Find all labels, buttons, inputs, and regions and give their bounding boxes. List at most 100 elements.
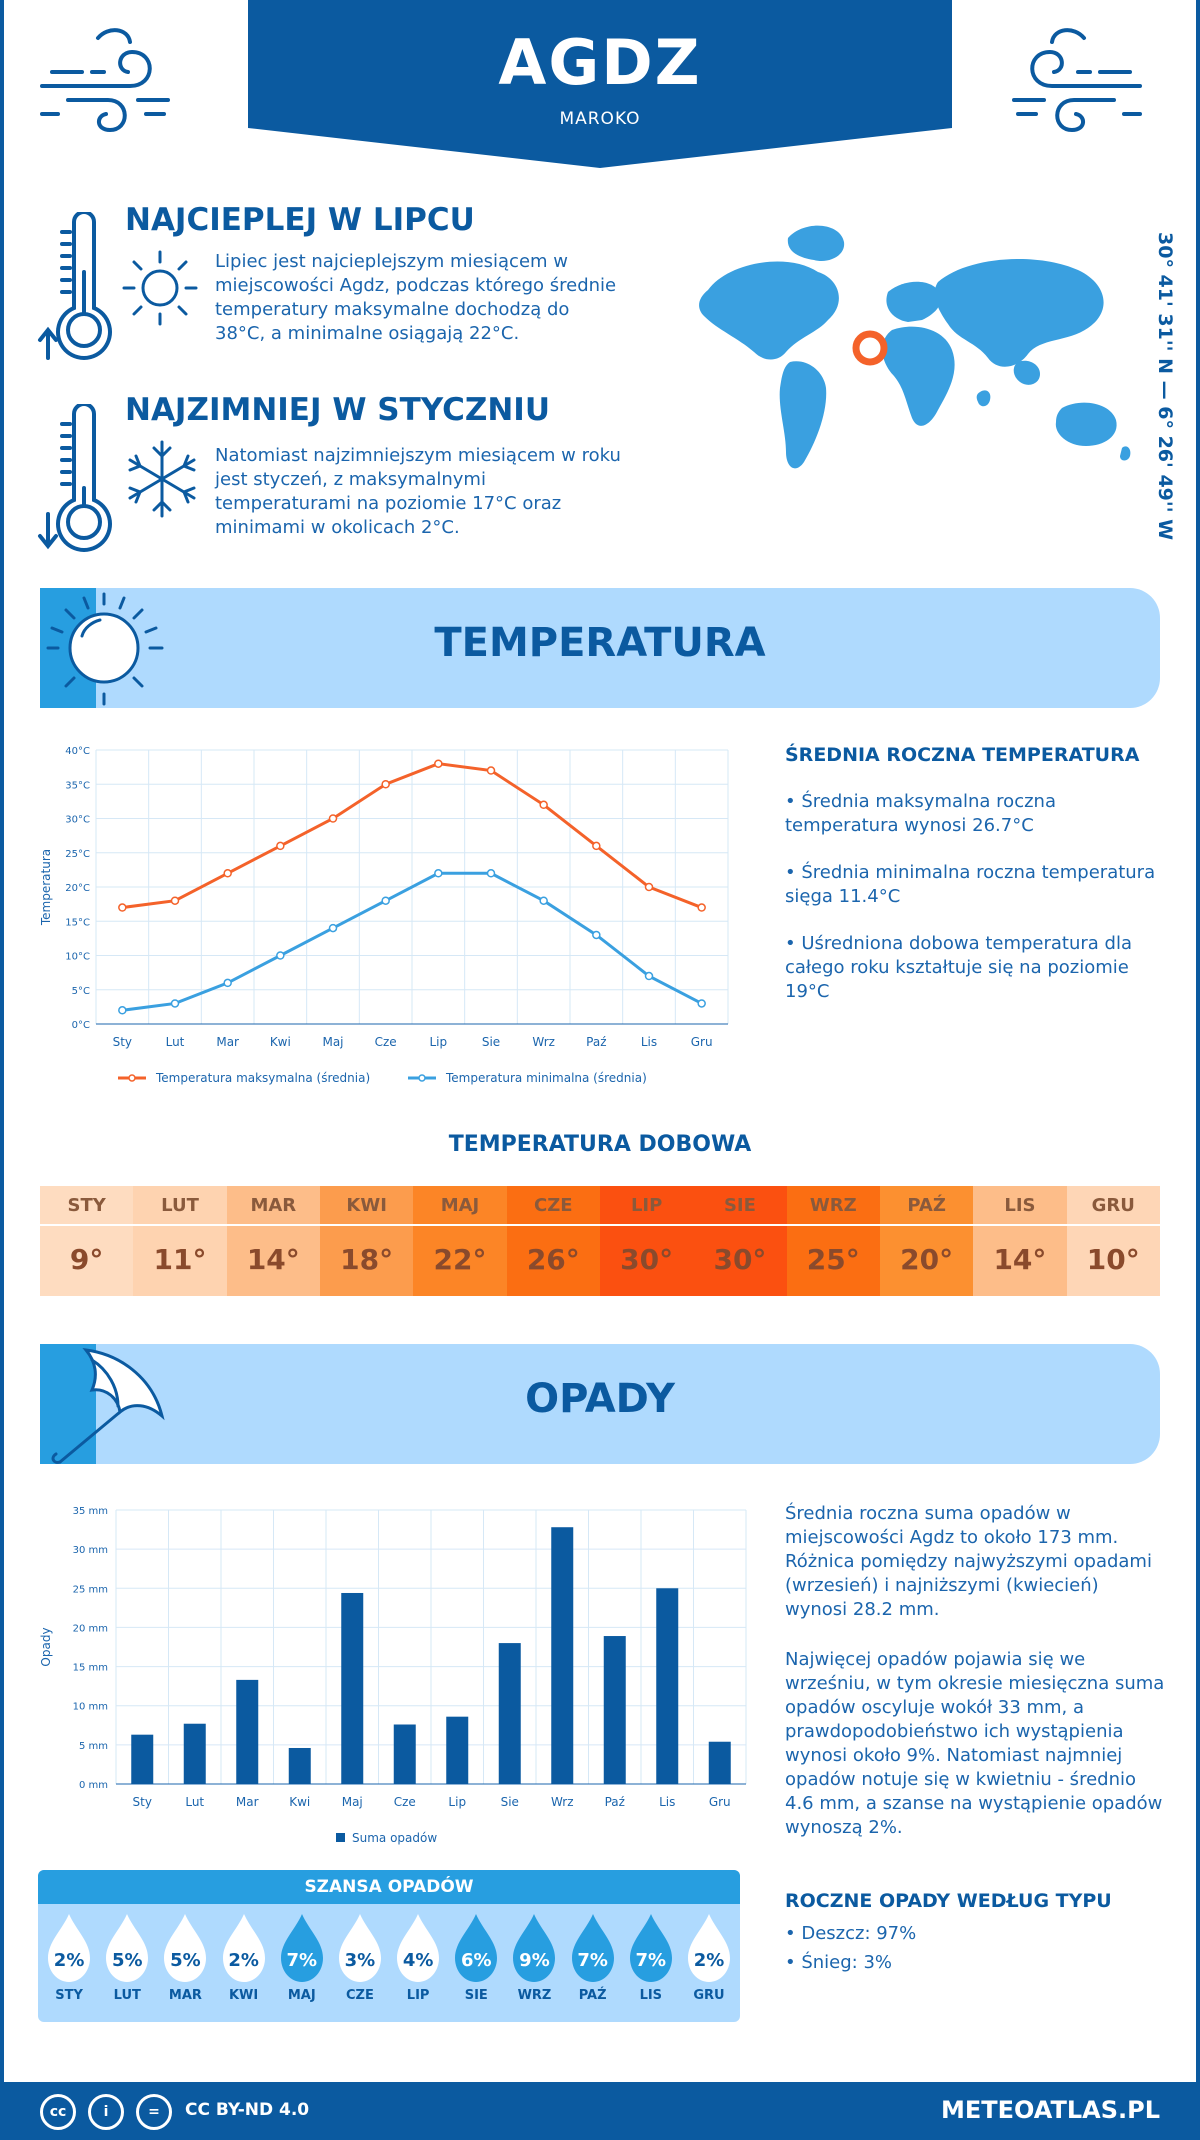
daily-temp-month: LIS <box>973 1186 1067 1226</box>
x-tick-label: Gru <box>691 1035 713 1049</box>
data-point <box>486 869 496 878</box>
raindrop-icon: 3% <box>331 1912 389 1986</box>
rain-chance-month: GRU <box>693 1988 725 2003</box>
y-tick-label: 25°C <box>65 849 90 860</box>
data-point <box>644 971 654 981</box>
raindrop-icon: 2% <box>40 1912 98 1986</box>
daily-temp-column: WRZ 25° <box>786 1186 880 1296</box>
legend-label: Temperatura maksymalna (średnia) <box>155 1071 370 1085</box>
x-tick-label: Wrz <box>551 1795 574 1809</box>
data-point <box>328 814 338 823</box>
y-tick-label: 20 mm <box>73 1623 108 1634</box>
rain-chance-percent: 3% <box>344 1950 376 1971</box>
x-tick-label: Wrz <box>532 1035 555 1049</box>
daily-temp-value: 25° <box>806 1243 860 1276</box>
sun-large-icon <box>46 592 164 706</box>
rain-chance-item: 7% PAŹ <box>564 1912 622 2003</box>
daily-temp-value: 26° <box>526 1243 580 1276</box>
rain-chance-item: 3% CZE <box>331 1912 389 2003</box>
bar <box>446 1716 469 1784</box>
x-tick-label: Lis <box>641 1035 657 1049</box>
daily-temp-month: SIE <box>693 1186 787 1226</box>
temperature-summary-title: ŚREDNIA ROCZNA TEMPERATURA <box>785 744 1140 766</box>
cc-icon: cc <box>40 2094 76 2130</box>
series-line-max <box>122 762 703 910</box>
data-point <box>276 951 285 960</box>
rain-chance-item: 2% KWI <box>215 1912 273 2003</box>
raindrop-icon: 7% <box>273 1912 331 1986</box>
data-point <box>697 903 706 912</box>
daily-temp-month: KWI <box>319 1186 414 1226</box>
thermometer-hot-icon <box>38 212 112 360</box>
raindrop-icon: 5% <box>156 1912 214 1986</box>
rain-chance-panel: SZANSA OPADÓW 2% STY 5% LUT 5% MAR 2% KWI 7% MAJ 3… <box>38 1870 740 2022</box>
daily-temp-value: 14° <box>993 1243 1047 1276</box>
x-tick-label: Lis <box>659 1795 675 1809</box>
daily-temp-value: 10° <box>1086 1243 1140 1276</box>
rain-chance-item: 7% LIS <box>622 1912 680 2003</box>
data-point <box>539 800 548 810</box>
daily-temp-month: CZE <box>506 1186 600 1226</box>
precipitation-chart: 0 mm 5 mm 10 mm 15 mm 20 mm 25 mm 30 mm 35 mm St… <box>39 1506 747 1845</box>
thermometer-cold-icon <box>38 404 112 552</box>
temperature-summary-min: • Średnia minimalna roczna temperatura s… <box>785 862 1156 907</box>
x-tick-label: Mar <box>236 1795 259 1809</box>
bar <box>183 1723 206 1784</box>
rain-chance-month: PAŹ <box>578 1988 607 2003</box>
daily-temp-column: LIS 14° <box>973 1186 1067 1296</box>
daily-temp-month: GRU <box>1066 1186 1160 1226</box>
license-label[interactable]: CC BY-ND 4.0 <box>185 2100 310 2120</box>
temperature-chart: 0°C 5°C 10°C 15°C 20°C 25°C 30°C 35°C 40°C Sty Lut… <box>39 746 729 1085</box>
raindrop-icon: 2% <box>215 1912 273 1986</box>
rain-chance-percent: 2% <box>693 1950 725 1971</box>
legend-label: Temperatura minimalna (średnia) <box>445 1071 647 1085</box>
daily-temp-value: 22° <box>433 1243 487 1276</box>
precipitation-banner-corner <box>40 1344 96 1464</box>
daily-temp-month: MAR <box>226 1186 320 1226</box>
wind-icon-right <box>1012 28 1142 133</box>
bar <box>551 1527 574 1784</box>
x-tick-label: Sty <box>133 1795 152 1809</box>
rain-chance-percent: 9% <box>519 1950 550 1971</box>
data-point <box>592 930 601 940</box>
bar <box>236 1679 259 1784</box>
rain-chance-month: SIE <box>464 1988 488 2003</box>
x-tick-label: Cze <box>375 1035 397 1049</box>
x-tick-label: Sie <box>501 1795 519 1809</box>
data-point <box>381 896 390 905</box>
data-point <box>170 999 180 1008</box>
rain-chance-item: 2% GRU <box>680 1912 738 2003</box>
precipitation-summary-2: Najwięcej opadów pojawia się we wrześniu… <box>785 1649 1165 1838</box>
rain-chance-percent: 5% <box>170 1950 201 1971</box>
data-point <box>434 869 443 878</box>
daily-temp-column: MAR 14° <box>226 1186 320 1296</box>
y-tick-label: 40°C <box>65 746 90 757</box>
daily-temp-column: STY 9° <box>40 1186 134 1296</box>
rain-chance-percent: 5% <box>111 1950 143 1971</box>
daily-temp-month: LIP <box>599 1186 694 1226</box>
bar <box>131 1734 154 1784</box>
data-point <box>592 841 601 851</box>
rain-chance-month: LUT <box>113 1988 141 2003</box>
data-point <box>223 869 232 878</box>
precipitation-summary-1: Średnia roczna suma opadów w miejscowośc… <box>785 1503 1152 1620</box>
bar <box>341 1592 364 1784</box>
rain-chance-month: MAR <box>168 1988 202 2003</box>
daily-temp-value: 9° <box>69 1243 104 1276</box>
umbrella-icon <box>51 1348 165 1464</box>
rain-chance-month: LIP <box>406 1988 430 2003</box>
y-tick-label: 30 mm <box>73 1545 108 1556</box>
data-point <box>539 896 548 905</box>
y-tick-label: 35°C <box>65 780 90 791</box>
raindrop-icon: 9% <box>505 1912 563 1986</box>
precipitation-type-title: ROCZNE OPADY WEDŁUG TYPU <box>785 1890 1112 1912</box>
site-link[interactable]: METEOATLAS.PL <box>940 2096 1160 2124</box>
rain-chance-percent: 6% <box>461 1950 492 1971</box>
x-tick-label: Sty <box>113 1035 132 1049</box>
rain-chance-item: 7% MAJ <box>273 1912 331 2003</box>
daily-temp-month: STY <box>40 1186 134 1226</box>
sun-icon <box>122 250 198 326</box>
raindrop-icon: 7% <box>622 1912 680 1986</box>
temperature-banner <box>40 588 1160 708</box>
